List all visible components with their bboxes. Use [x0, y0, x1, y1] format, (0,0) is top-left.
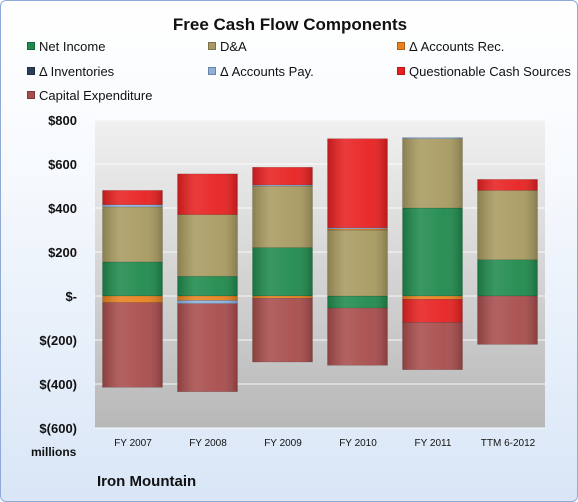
legend-item-capital-expenditure: Capital Expenditure [27, 88, 152, 103]
legend-swatch [27, 42, 35, 50]
legend-swatch [27, 67, 35, 75]
plot-area [95, 120, 545, 428]
bar-segment-shade [477, 296, 538, 345]
y-tick-label: $(400) [39, 377, 77, 392]
bar-segment-shade [477, 179, 538, 191]
units-label: millions [31, 445, 77, 459]
x-tick-label: FY 2011 [414, 438, 452, 449]
legend-item-accounts-pay: Δ Accounts Pay. [208, 64, 314, 79]
y-tick-label: $- [65, 289, 77, 304]
bar-segment-shade [252, 167, 313, 185]
legend-label: D&A [220, 39, 247, 54]
y-tick-label: $800 [48, 113, 77, 128]
bar-segment-shade [252, 186, 313, 248]
x-tick-label: FY 2010 [339, 438, 377, 449]
company-name: Iron Mountain [97, 473, 197, 490]
legend-label: Questionable Cash Sources [409, 64, 571, 79]
x-tick-label: TTM 6-2012 [480, 438, 536, 449]
bar-segment-shade [177, 303, 238, 392]
bar-segment-shade [102, 261, 163, 296]
legend-swatch [397, 67, 405, 75]
legend-label: Δ Inventories [39, 64, 115, 79]
x-tick-label: FY 2008 [189, 438, 227, 449]
bar-segment-shade [177, 173, 238, 215]
y-tick-label: $400 [48, 201, 77, 216]
bar-segment-shade [402, 322, 463, 370]
legend-swatch [208, 67, 216, 75]
bar-segment-shade [102, 204, 163, 207]
bar-segment-shade [327, 308, 388, 366]
legend-item-questionable-cash: Questionable Cash Sources [397, 64, 571, 79]
legend-item-net-income: Net Income [27, 39, 105, 54]
y-tick-label: $(600) [39, 421, 77, 436]
legend-swatch [27, 91, 35, 99]
x-tick-label: FY 2009 [264, 438, 302, 449]
bar-segment-shade [252, 298, 313, 362]
bar-segment-shade [477, 190, 538, 260]
chart-title: Free Cash Flow Components [172, 15, 408, 34]
bar-segment-shade [327, 230, 388, 296]
bar-segment-shade [177, 296, 238, 301]
bar-segment-shade [177, 300, 238, 304]
bar-segment-shade [327, 138, 388, 228]
bar-segment-shade [102, 190, 163, 205]
legend-item-accounts-rec: Δ Accounts Rec. [397, 39, 504, 54]
bar-segment-shade [402, 299, 463, 323]
legend-label: Δ Accounts Rec. [409, 39, 505, 54]
bar-segment-shade [402, 137, 463, 139]
legend-label: Δ Accounts Pay. [220, 64, 314, 79]
bar-segment-shade [402, 208, 463, 296]
legend-item-da: D&A [208, 39, 247, 54]
bar-segment-shade [327, 227, 388, 229]
bar-segment-shade [327, 296, 388, 309]
bar-segment-shade [402, 296, 463, 300]
bar-segment-shade [177, 214, 238, 277]
bar-segment-shade [327, 228, 388, 230]
y-tick-label: $(200) [39, 333, 77, 348]
bar-segment-shade [102, 296, 163, 303]
bar-segment-shade [402, 138, 463, 208]
bar-segment-shade [477, 259, 538, 296]
x-tick-label: FY 2007 [114, 438, 152, 449]
legend-swatch [208, 42, 216, 50]
bar-segment-shade [102, 302, 163, 388]
y-tick-label: $600 [48, 157, 77, 172]
legend-label: Capital Expenditure [39, 88, 153, 103]
bar-segment-shade [252, 184, 313, 186]
bar-segment-shade [252, 247, 313, 296]
bar-segment-shade [177, 276, 238, 296]
bar-segment-shade [252, 296, 313, 299]
legend-label: Net Income [39, 39, 106, 54]
legend-swatch [397, 42, 405, 50]
bar-segment-shade [102, 206, 163, 262]
y-tick-label: $200 [48, 245, 77, 260]
legend-item-inventories: Δ Inventories [27, 64, 114, 79]
